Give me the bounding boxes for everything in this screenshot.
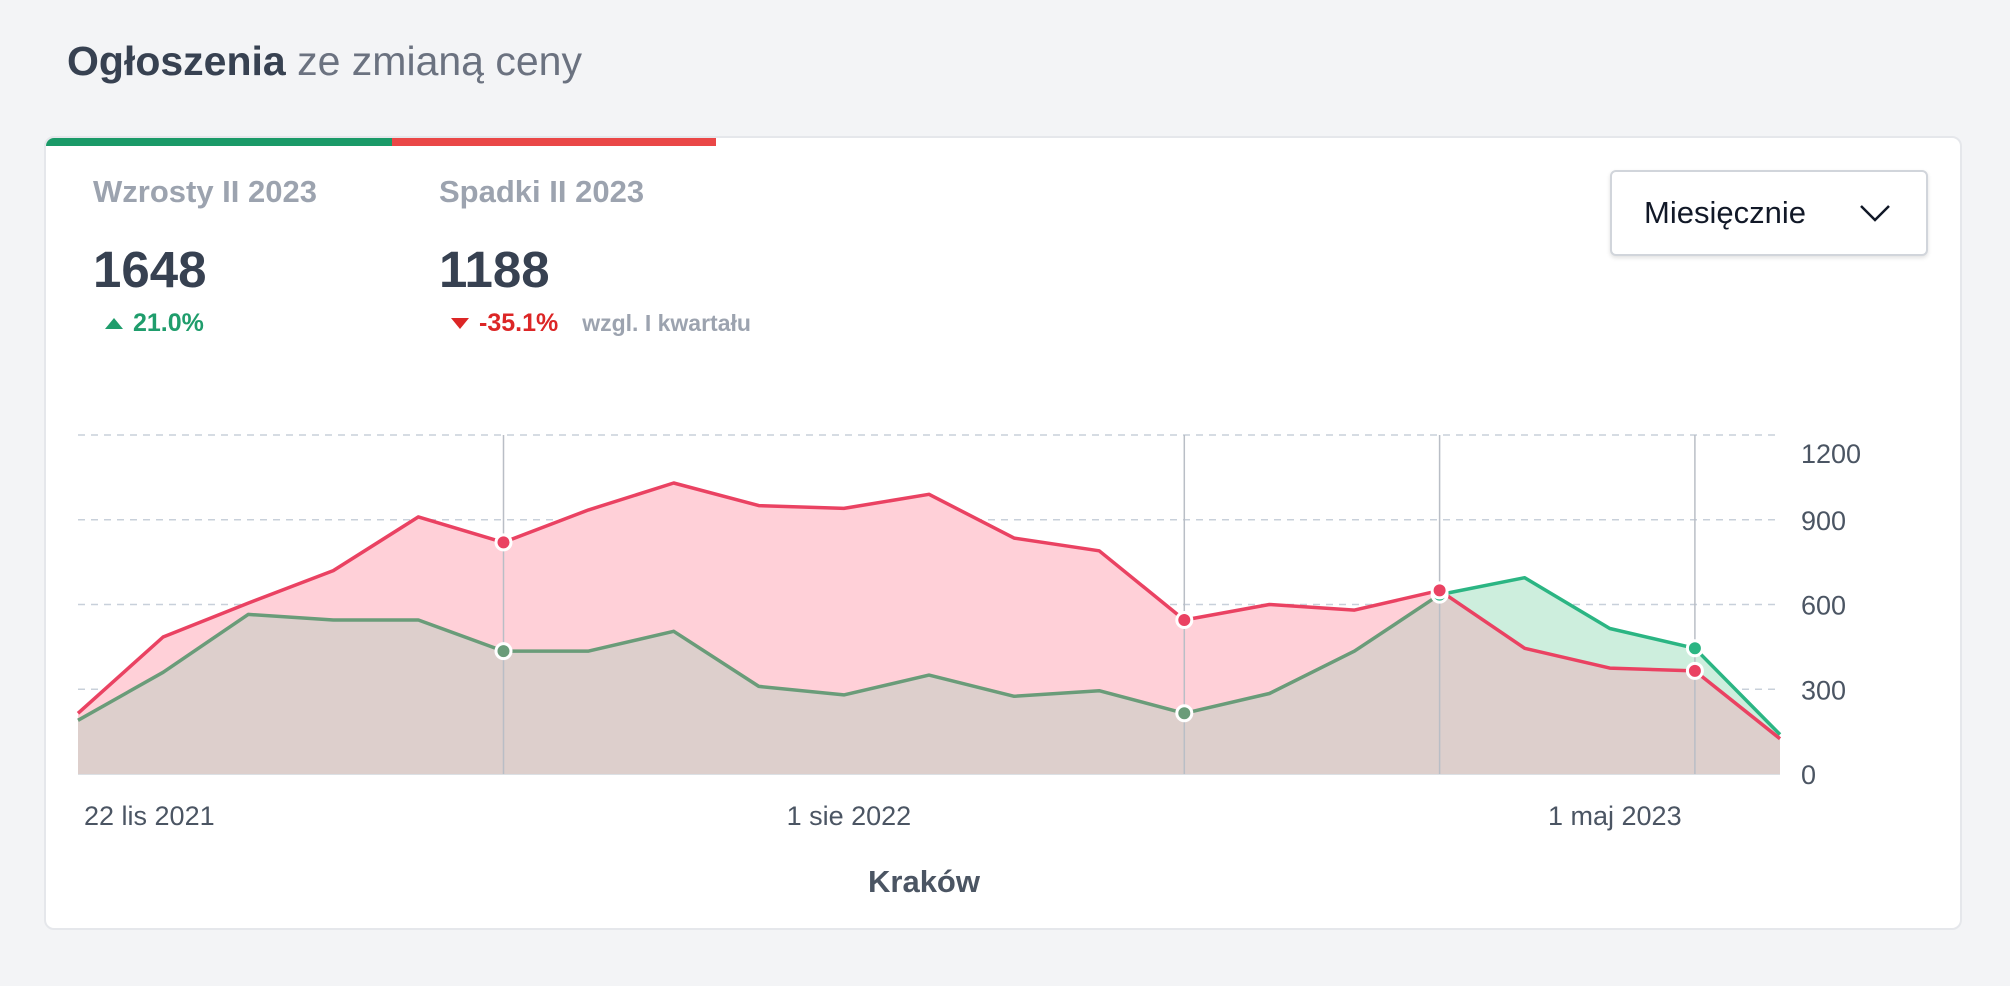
increases-change: 21.0% xyxy=(133,309,204,337)
decrease-point-19 xyxy=(1685,661,1704,680)
x-tick-label-0: 22 lis 2021 xyxy=(84,801,215,831)
decreases-change: -35.1% xyxy=(479,309,559,337)
decrease-line xyxy=(76,481,1782,741)
increases-label: Wzrosty II 2023 xyxy=(93,174,317,209)
chevron-down-icon xyxy=(1860,205,1890,222)
y-tick-label-0: 0 xyxy=(1801,760,1816,790)
decreases-stat[interactable]: Spadki II 2023 1188 -35.1% wzgl. I kwart… xyxy=(439,174,751,338)
increases-value: 1648 xyxy=(93,241,207,298)
y-tick-label-300: 300 xyxy=(1801,675,1846,705)
period-select-value: Miesięcznie xyxy=(1644,195,1806,230)
decrease-point-16 xyxy=(1430,581,1449,600)
arrow-down-icon xyxy=(451,318,469,329)
y-tick-label-900: 900 xyxy=(1801,506,1846,536)
increases-stat[interactable]: Wzrosty II 2023 1648 21.0% xyxy=(93,174,317,338)
decreases-label: Spadki II 2023 xyxy=(439,174,645,209)
x-tick-label-18: 1 maj 2023 xyxy=(1548,801,1682,831)
decrease-point-5 xyxy=(494,533,513,552)
decrease-point-13 xyxy=(1175,611,1194,630)
comparison-note: wzgl. I kwartału xyxy=(582,310,751,336)
decrease-tab-indicator xyxy=(392,138,716,146)
increase-point-13 xyxy=(1175,704,1194,723)
increase-tab-indicator xyxy=(46,138,392,146)
increase-line xyxy=(77,593,1441,722)
price-change-card: Wzrosty II 2023 1648 21.0% Spadki II 202… xyxy=(44,136,1962,930)
arrow-up-icon xyxy=(105,318,123,329)
period-select[interactable]: Miesięcznie xyxy=(1610,170,1928,256)
page-title-rest: ze zmianą ceny xyxy=(285,38,582,84)
increase-line-bright xyxy=(1439,575,1782,736)
x-tick-label-9: 1 sie 2022 xyxy=(787,801,912,831)
decreases-value: 1188 xyxy=(439,241,550,298)
increase-point-5 xyxy=(494,642,513,661)
x-axis-title: Kraków xyxy=(868,864,981,899)
page-title-strong: Ogłoszenia xyxy=(67,38,286,84)
increase-point-19 xyxy=(1685,639,1704,658)
price-change-chart: 0 300 600 900 1200 22 lis 2021 1 sie 2022 1 ma… xyxy=(76,434,1861,899)
y-tick-label-600: 600 xyxy=(1801,591,1846,621)
y-tick-label-1200: 1200 xyxy=(1801,439,1861,469)
page-title: Ogłoszenia ze zmianą ceny xyxy=(67,38,582,85)
